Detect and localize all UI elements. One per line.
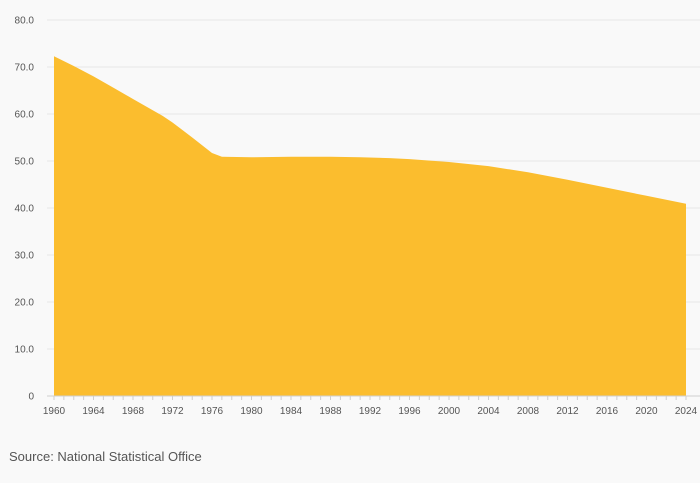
y-tick-label: 10.0 <box>15 345 35 356</box>
x-tick-label: 2000 <box>438 406 461 417</box>
x-tick-label: 1980 <box>240 406 263 417</box>
y-tick-label: 0 <box>28 392 34 403</box>
x-tick-label: 1984 <box>280 406 303 417</box>
x-tick-label: 2004 <box>477 406 500 417</box>
x-tick-label: 1964 <box>82 406 105 417</box>
x-tick-label: 2020 <box>635 406 658 417</box>
y-tick-label: 50.0 <box>15 157 35 168</box>
source-note: Source: National Statistical Office <box>9 449 202 464</box>
y-tick-label: 20.0 <box>15 298 35 309</box>
area-series <box>54 56 686 396</box>
x-tick-label: 2008 <box>517 406 540 417</box>
y-tick-label: 40.0 <box>15 204 35 215</box>
x-tick-label: 1960 <box>43 406 66 417</box>
y-tick-label: 30.0 <box>15 251 35 262</box>
x-tick-label: 1988 <box>319 406 342 417</box>
x-tick-label: 1996 <box>398 406 421 417</box>
x-tick-label: 2012 <box>556 406 579 417</box>
y-tick-label: 80.0 <box>15 16 35 27</box>
y-axis-labels: 0 10.0 20.0 30.0 40.0 50.0 60.0 70.0 80.0 <box>15 16 35 403</box>
x-tick-label: 1976 <box>201 406 224 417</box>
x-tick-label: 1968 <box>122 406 145 417</box>
y-tick-label: 60.0 <box>15 110 35 121</box>
x-axis <box>47 395 700 400</box>
y-tick-label: 70.0 <box>15 63 35 74</box>
x-tick-label: 1992 <box>359 406 382 417</box>
x-tick-label: 2024 <box>675 406 698 417</box>
area-chart: 010.020.030.040.050.060.070.080.0 1960 19… <box>15 16 700 417</box>
x-tick-label: 2016 <box>596 406 619 417</box>
x-axis-labels: 1960 1964 1968 1972 1976 1980 1984 1988 1992 1996… <box>43 406 698 417</box>
x-tick-label: 1972 <box>161 406 184 417</box>
area-fill <box>54 56 686 396</box>
